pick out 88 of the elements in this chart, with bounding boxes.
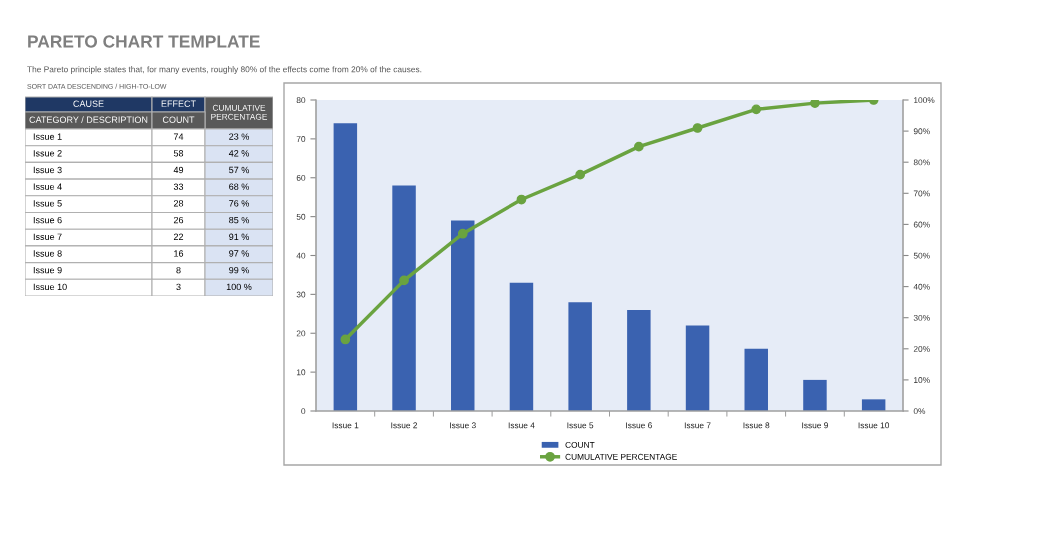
data-label: 23 % (229, 133, 249, 140)
data-label: 3 (176, 283, 181, 291)
data-label: 58 (173, 150, 184, 157)
bar (744, 348, 768, 411)
y-tick-label: 10 (296, 369, 306, 376)
x-tick-label: Issue 3 (450, 422, 476, 429)
category-label: Issue 4 (33, 183, 62, 190)
y2-tick-label: 50% (913, 252, 930, 259)
text: The Pareto principle states that, for many events, roughly 80% of the effects come from 20% of the causes. (27, 66, 422, 74)
category-label: Issue 7 (33, 233, 62, 240)
text: COUNT (162, 116, 195, 123)
point (633, 141, 644, 152)
y2-tick-label: 90% (913, 128, 930, 135)
y2-tick-label: 10% (914, 377, 930, 383)
y2-tick-label: 40% (913, 283, 930, 290)
y-tick-label: 70 (296, 136, 306, 142)
x-tick-label: Issue 9 (802, 422, 828, 429)
y-tick-label: 60 (296, 174, 306, 181)
text: CAUSE (73, 100, 104, 107)
data-label: 74 (173, 133, 184, 140)
data-label: 76 % (229, 200, 249, 207)
x-tick-label: Issue 8 (743, 422, 770, 429)
x-tick-label: Issue 4 (508, 422, 535, 429)
y2-tick-label: 70% (913, 190, 930, 197)
bar (803, 379, 827, 411)
data-label: 26 (173, 216, 184, 224)
data-label: 99 % (229, 266, 249, 274)
x-tick-label: Issue 6 (626, 422, 652, 429)
data-label: 28 (173, 200, 184, 207)
text: PARETO CHART TEMPLATE (28, 35, 260, 48)
bar (685, 325, 710, 411)
y2-tick-label: 20% (913, 346, 930, 352)
bar (509, 282, 534, 411)
data-label: 97 % (229, 250, 249, 257)
y-tick-label: 20 (296, 330, 306, 337)
data-label: 100 % (226, 283, 252, 291)
y-tick-label: 50 (296, 213, 306, 220)
category-label: Issue 1 (33, 133, 62, 140)
y-tick-label: 80 (296, 97, 306, 104)
text: CUMULATIVE PERCENTAGE (211, 104, 268, 120)
category-label: Issue 10 (33, 283, 67, 291)
y2-tick-label: 30% (913, 314, 930, 321)
y2-tick-label: 0% (913, 408, 926, 415)
x-tick-label: Issue 1 (332, 422, 359, 429)
bar (392, 185, 416, 411)
text: EFFECT (161, 100, 196, 107)
point (575, 169, 586, 180)
point (516, 194, 527, 205)
point (457, 228, 468, 239)
x-tick-label: Issue 7 (684, 422, 711, 429)
data-label: 42 % (228, 150, 249, 157)
data-label: 68 % (229, 183, 249, 190)
point (340, 334, 351, 345)
data-label: 57 % (229, 166, 249, 174)
bar (333, 123, 358, 411)
data-label: 16 (174, 250, 184, 257)
bar (861, 399, 886, 411)
category-label: Issue 5 (33, 200, 62, 207)
point (399, 275, 409, 286)
bar (568, 302, 592, 411)
category-label: Issue 8 (33, 250, 62, 257)
data-label: 85 % (229, 216, 249, 224)
category-label: Issue 2 (33, 150, 62, 157)
y2-tick-label: 100% (914, 97, 935, 104)
data-label: 33 (173, 183, 184, 190)
data-label: 22 (173, 233, 184, 240)
y-tick-label: 40 (296, 252, 306, 259)
y-tick-label: 30 (296, 291, 306, 298)
category-label: Issue 9 (33, 266, 62, 274)
data-label: 49 (173, 166, 184, 174)
x-tick-label: Issue 2 (391, 422, 418, 429)
legend-label: COUNT (565, 441, 595, 448)
bar (451, 220, 475, 411)
text: CATEGORY / DESCRIPTION (29, 116, 148, 123)
x-tick-label: Issue 10 (858, 422, 890, 429)
category-label: Issue 6 (33, 216, 62, 224)
y2-tick-label: 60% (913, 221, 930, 228)
point (810, 100, 820, 108)
category-label: Issue 3 (33, 166, 62, 174)
data-label: 91 % (229, 233, 249, 240)
point (751, 104, 762, 115)
y-tick-label: 0 (301, 408, 306, 415)
x-tick-label: Issue 5 (567, 422, 594, 429)
bar (627, 309, 651, 411)
data-label: 8 (176, 266, 181, 274)
legend-label: CUMULATIVE PERCENTAGE (565, 453, 677, 460)
point (692, 123, 703, 133)
y2-tick-label: 80% (913, 159, 930, 166)
